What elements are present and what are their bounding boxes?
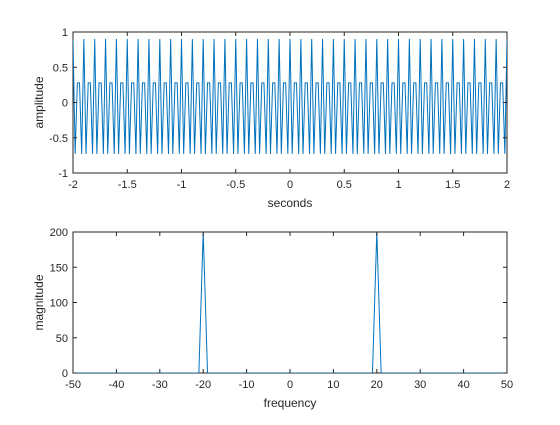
- x-tick-label: -20: [195, 379, 211, 391]
- y-tick-label: -1: [58, 168, 68, 180]
- y-tick-label: 150: [50, 262, 68, 274]
- time-domain-plot: -2 -1.5 -1 -0.5 0 0.5 1 1.5 2 -1 -0.5 0 0.5 1 seconds a…: [32, 27, 510, 210]
- frequency-domain-plot: -50 -40 -30 -20 -10 0 10 20 30 40 50 0 50 100 150 200 fr…: [32, 227, 513, 410]
- x-tick-label: 30: [414, 379, 426, 391]
- x-axis-label: frequency: [264, 396, 317, 410]
- y-axis-label: magnitude: [32, 274, 46, 330]
- x-tick-label: 10: [327, 379, 339, 391]
- series-line: [73, 232, 507, 373]
- y-tick-label: 200: [50, 227, 68, 239]
- x-tick-label: 0.5: [337, 179, 352, 191]
- x-tick-label: -40: [108, 379, 124, 391]
- y-tick-label: 100: [50, 298, 68, 310]
- y-tick-label: 50: [56, 333, 68, 345]
- series-line: [73, 39, 507, 154]
- y-axis-label: amplitude: [32, 76, 46, 128]
- x-tick-label: -1.5: [118, 179, 137, 191]
- x-tick-label: -2: [68, 179, 78, 191]
- x-tick-label: -1: [177, 179, 187, 191]
- x-tick-label: 2: [504, 179, 510, 191]
- y-tick-label: 1: [62, 27, 68, 39]
- y-tick-label: -0.5: [49, 133, 68, 145]
- x-tick-label: 1: [395, 179, 401, 191]
- x-tick-label: -10: [239, 379, 255, 391]
- axes-box: [72, 231, 508, 374]
- x-tick-label: 0: [287, 379, 293, 391]
- x-tick-label: -50: [65, 379, 81, 391]
- x-axis-label: seconds: [268, 196, 313, 210]
- x-tick-label: -0.5: [226, 179, 245, 191]
- y-tick-label: 0.5: [53, 62, 68, 74]
- y-tick-label: 0: [62, 98, 68, 110]
- x-tick-label: -30: [152, 379, 168, 391]
- x-tick-label: 50: [501, 379, 513, 391]
- x-tick-label: 40: [457, 379, 469, 391]
- y-tick-label: 0: [62, 368, 68, 380]
- x-tick-label: 1.5: [445, 179, 460, 191]
- x-tick-label: 0: [287, 179, 293, 191]
- x-tick-label: 20: [371, 379, 383, 391]
